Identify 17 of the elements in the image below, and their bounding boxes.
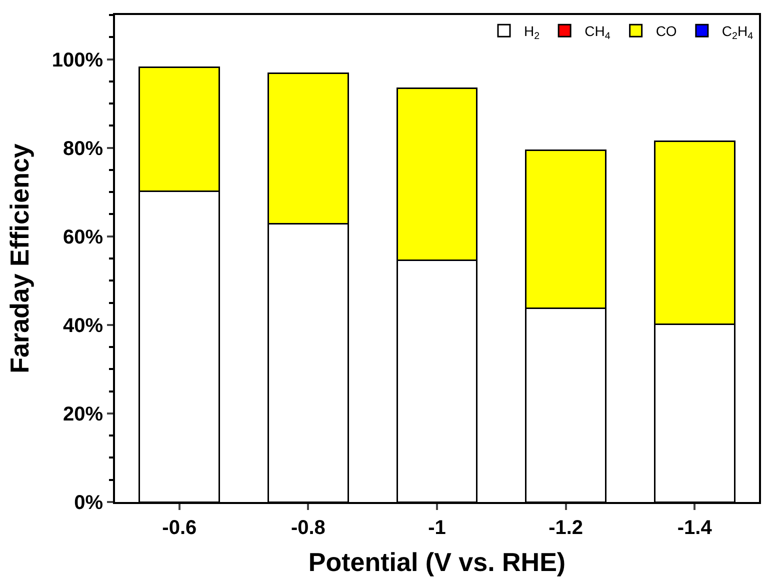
y-tick-label: 20% [62,403,104,426]
x-axis-title: Potential (V vs. RHE) [308,547,566,578]
x-tick-label: -1.4 [677,517,713,539]
y-tick-label: 80% [62,138,104,160]
y-axis-title: Faraday Efficiency [4,143,35,374]
x-tick-label: -1.2 [548,517,584,539]
x-tick-label: -0.8 [290,517,326,539]
legend-label: CH$_{4}$ [584,23,611,42]
y-tick-label: 0% [74,492,104,514]
y-tick-label: 100% [52,49,104,72]
y-tick-label: 40% [62,314,104,337]
legend-label: CO [656,23,677,40]
x-tick-label: -1 [428,517,446,539]
y-tick-label: 60% [62,226,104,248]
legend-label: C$_{2}$H$_{4}$ [722,23,754,42]
legend-label: H$_{2}$ [524,23,540,42]
x-tick-label: -0.6 [162,517,197,539]
